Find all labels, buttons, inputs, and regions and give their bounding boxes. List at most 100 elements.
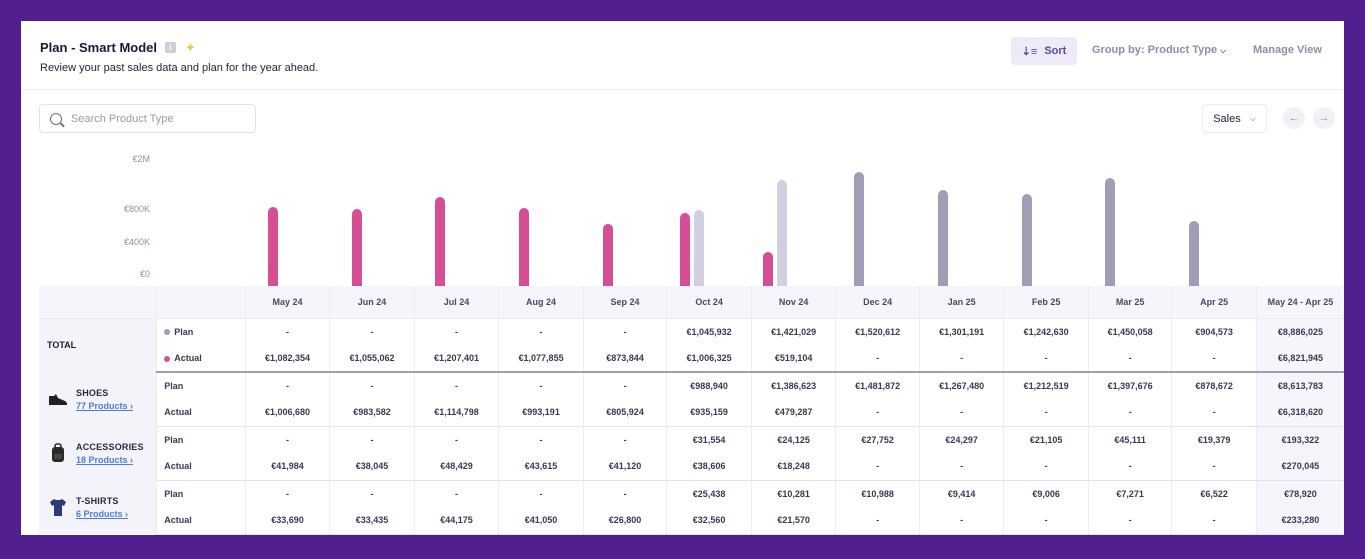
table-cell[interactable]: €935,159: [666, 399, 752, 427]
chart-bar-actual[interactable]: [763, 252, 774, 294]
table-cell[interactable]: €993,191: [498, 399, 584, 427]
table-cell[interactable]: €9,414: [918, 480, 1004, 507]
table-cell[interactable]: €38,606: [666, 453, 752, 481]
table-cell[interactable]: -: [918, 453, 1004, 481]
table-cell[interactable]: -: [329, 426, 415, 453]
table-cell[interactable]: €193,322: [1255, 426, 1344, 453]
table-cell[interactable]: €38,045: [329, 453, 415, 481]
table-cell[interactable]: -: [244, 372, 330, 399]
table-cell[interactable]: -: [413, 426, 499, 453]
table-cell[interactable]: €519,104: [750, 345, 836, 373]
table-cell[interactable]: €270,045: [1255, 453, 1344, 481]
table-cell[interactable]: -: [835, 453, 920, 481]
table-cell[interactable]: -: [835, 345, 920, 373]
table-cell[interactable]: €1,045,932: [666, 318, 752, 345]
table-cell[interactable]: -: [413, 372, 499, 399]
table-cell[interactable]: €44,175: [413, 507, 499, 535]
table-cell[interactable]: -: [918, 345, 1004, 373]
table-cell[interactable]: -: [582, 318, 667, 345]
table-cell[interactable]: -: [1171, 345, 1257, 373]
chart-bar-actual[interactable]: [351, 209, 362, 294]
table-cell[interactable]: -: [582, 426, 667, 453]
table-cell[interactable]: €32,560: [666, 507, 752, 535]
table-cell[interactable]: €1,397,676: [1087, 372, 1172, 399]
table-cell[interactable]: €43,615: [498, 453, 584, 481]
table-cell[interactable]: €1,301,191: [918, 318, 1004, 345]
table-cell[interactable]: -: [918, 507, 1004, 535]
sort-button[interactable]: ⇣≡ Sort: [1011, 37, 1077, 65]
table-cell[interactable]: €18,248: [750, 453, 836, 481]
chart-bar-plan[interactable]: [937, 189, 948, 294]
table-cell[interactable]: -: [1171, 453, 1257, 481]
table-cell[interactable]: -: [835, 507, 920, 535]
table-cell[interactable]: €24,297: [918, 426, 1004, 453]
table-cell[interactable]: €1,450,058: [1087, 318, 1172, 345]
table-cell[interactable]: €45,111: [1087, 426, 1172, 453]
column-header[interactable]: Aug 24: [498, 286, 584, 319]
table-cell[interactable]: -: [1003, 507, 1089, 535]
table-cell[interactable]: €1,212,519: [1003, 372, 1089, 399]
table-cell[interactable]: €10,281: [750, 480, 836, 507]
table-cell[interactable]: €873,844: [582, 345, 667, 373]
chart-bar-plan[interactable]: [1105, 177, 1116, 294]
table-cell[interactable]: -: [329, 480, 415, 507]
table-cell[interactable]: -: [582, 372, 667, 399]
chart-bar-actual[interactable]: [435, 197, 446, 294]
table-cell[interactable]: €25,438: [666, 480, 752, 507]
table-cell[interactable]: -: [1087, 453, 1172, 481]
table-cell[interactable]: €31,554: [666, 426, 752, 453]
table-cell[interactable]: €1,114,798: [413, 399, 499, 427]
table-cell[interactable]: €6,821,945: [1255, 345, 1344, 373]
table-cell[interactable]: €6,522: [1171, 480, 1257, 507]
search-box[interactable]: [39, 104, 256, 133]
table-cell[interactable]: €27,752: [835, 426, 920, 453]
table-cell[interactable]: €9,006: [1003, 480, 1089, 507]
table-cell[interactable]: €26,800: [582, 507, 667, 535]
table-cell[interactable]: -: [413, 480, 499, 507]
table-cell[interactable]: €10,988: [835, 480, 920, 507]
table-cell[interactable]: €8,886,025: [1255, 318, 1344, 345]
chart-bar-actual[interactable]: [519, 207, 530, 294]
table-cell[interactable]: €41,050: [498, 507, 584, 535]
table-cell[interactable]: €41,120: [582, 453, 667, 481]
metric-select[interactable]: Sales ⌵: [1202, 104, 1267, 133]
table-cell[interactable]: €1,386,623: [750, 372, 836, 399]
table-cell[interactable]: €904,573: [1171, 318, 1257, 345]
column-header[interactable]: May 24: [244, 286, 330, 319]
table-cell[interactable]: -: [1171, 507, 1257, 535]
column-header[interactable]: Sep 24: [582, 286, 667, 319]
chart-bar-plan[interactable]: [1189, 221, 1200, 294]
group-by-dropdown[interactable]: Group by: Product Type ⌵: [1092, 44, 1226, 56]
table-cell[interactable]: -: [244, 426, 330, 453]
column-header[interactable]: Oct 24: [666, 286, 752, 319]
column-header[interactable]: Nov 24: [750, 286, 836, 319]
table-cell[interactable]: -: [1003, 453, 1089, 481]
table-cell[interactable]: €19,379: [1171, 426, 1257, 453]
table-cell[interactable]: -: [1087, 507, 1172, 535]
table-cell[interactable]: €7,271: [1087, 480, 1172, 507]
table-cell[interactable]: -: [498, 372, 584, 399]
chart-bar-plan[interactable]: [693, 210, 704, 294]
table-cell[interactable]: €21,105: [1003, 426, 1089, 453]
chart-bar-actual[interactable]: [602, 223, 613, 294]
table-cell[interactable]: -: [329, 318, 415, 345]
chart-bar-plan[interactable]: [777, 179, 788, 294]
table-cell[interactable]: -: [244, 318, 330, 345]
table-cell[interactable]: €1,421,029: [750, 318, 836, 345]
chart-bar-actual[interactable]: [679, 213, 690, 294]
table-cell[interactable]: €33,435: [329, 507, 415, 535]
table-cell[interactable]: €1,006,680: [244, 399, 330, 427]
table-cell[interactable]: €1,207,401: [413, 345, 499, 373]
table-cell[interactable]: €1,082,354: [244, 345, 330, 373]
info-icon[interactable]: i: [165, 42, 177, 53]
column-header[interactable]: Mar 25: [1087, 286, 1172, 319]
table-cell[interactable]: -: [918, 399, 1004, 427]
table-cell[interactable]: €21,570: [750, 507, 836, 535]
table-cell[interactable]: €1,520,612: [835, 318, 920, 345]
table-cell[interactable]: -: [835, 399, 920, 427]
table-cell[interactable]: €983,582: [329, 399, 415, 427]
table-cell[interactable]: €805,924: [582, 399, 667, 427]
product-link[interactable]: 77 Products ›: [76, 401, 133, 411]
table-cell[interactable]: €1,242,630: [1003, 318, 1089, 345]
table-cell[interactable]: €6,318,620: [1255, 399, 1344, 427]
